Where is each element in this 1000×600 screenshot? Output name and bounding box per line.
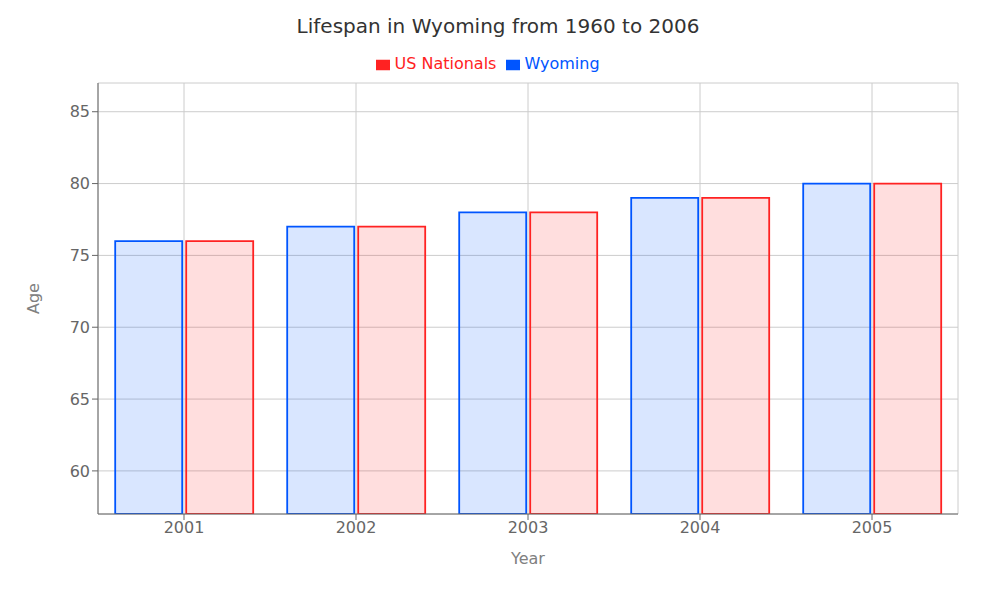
html-text:Wyoming: Wyoming: [524, 54, 600, 73]
svg-text:65: 65: [70, 390, 90, 409]
svg-text:2004: 2004: [680, 518, 721, 537]
svg-text:75: 75: [70, 246, 90, 265]
svg-text:70: 70: [70, 318, 90, 337]
svg-text:85: 85: [70, 102, 90, 121]
html-text:Lifespan in Wyoming from 1960: Lifespan in Wyoming from 1960 to 2006: [296, 14, 700, 38]
svg-text:80: 80: [70, 174, 90, 193]
svg-text:Year: Year: [510, 549, 545, 568]
svg-text:60: 60: [70, 462, 90, 481]
html-text:US Nationals: US Nationals: [394, 54, 497, 73]
svg-text:2002: 2002: [336, 518, 377, 537]
svg-text:2005: 2005: [852, 518, 893, 537]
svg-text:2003: 2003: [508, 518, 549, 537]
svg-text:2001: 2001: [164, 518, 205, 537]
svg-text:Age: Age: [24, 283, 43, 314]
